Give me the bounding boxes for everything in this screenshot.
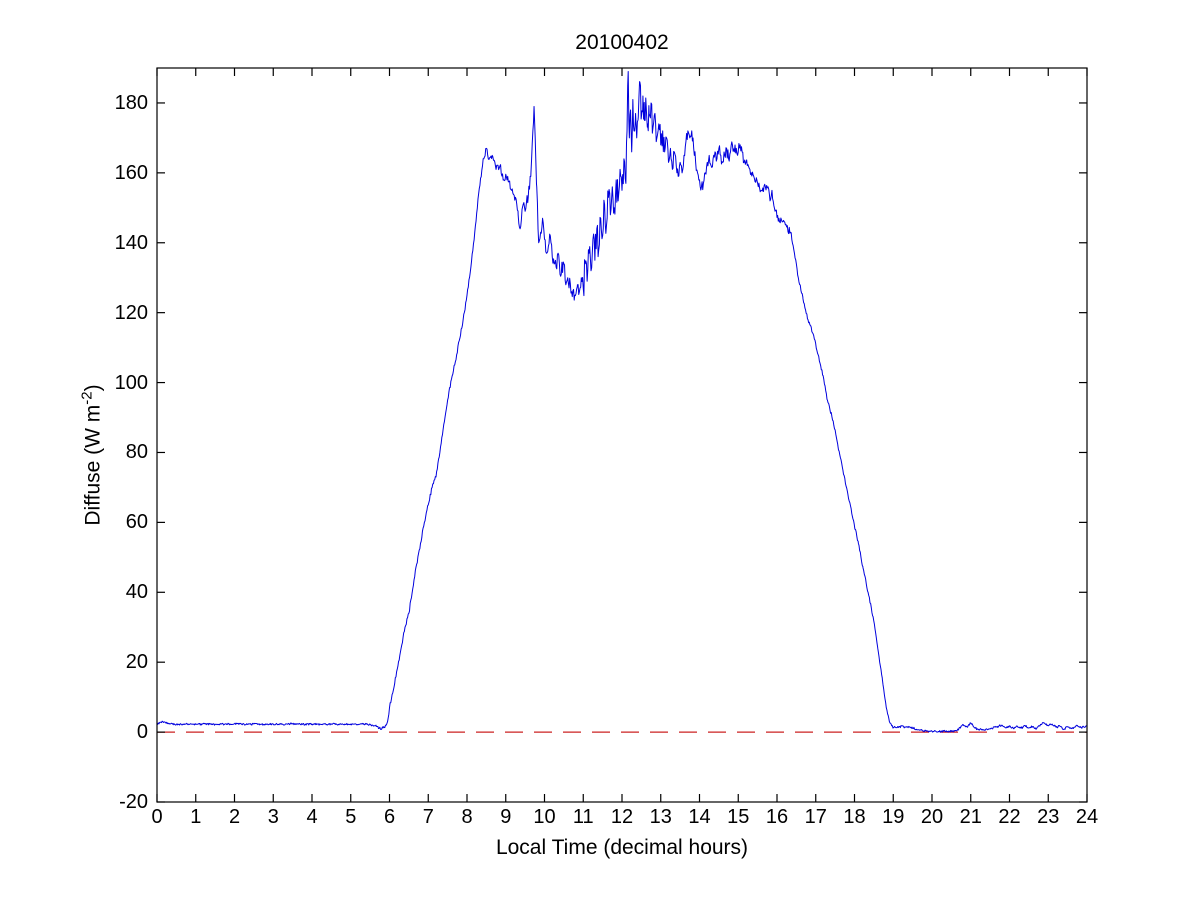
x-tick-label: 17 (804, 806, 827, 828)
y-tick-label: 0 (136, 721, 148, 744)
chart-title: 20100402 (575, 31, 669, 54)
y-tick-label: 180 (114, 91, 148, 114)
x-tick-label: 6 (383, 806, 396, 828)
x-axis-label: Local Time (decimal hours) (495, 836, 749, 859)
y-tick-label: -20 (119, 791, 148, 813)
y-tick-label: 100 (114, 371, 148, 394)
y-tick-label: 160 (114, 161, 148, 184)
diffuse-series-line (157, 71, 1087, 733)
x-tick-label: 8 (461, 806, 473, 828)
x-tick-label: 4 (306, 806, 318, 828)
x-tick-label: 16 (765, 806, 789, 828)
x-tick-label: 2 (228, 806, 241, 828)
x-tick-label: 0 (151, 806, 163, 828)
x-tick-label: 21 (959, 806, 982, 828)
y-tick-label: 60 (125, 511, 148, 534)
x-tick-label: 11 (572, 806, 594, 828)
x-tick-label: 22 (998, 806, 1021, 828)
x-tick-label: 3 (267, 806, 279, 828)
x-tick-label: 14 (688, 806, 711, 828)
x-tick-label: 19 (882, 806, 905, 828)
x-tick-label: 13 (649, 806, 672, 828)
x-tick-label: 9 (500, 806, 512, 828)
x-tick-label: 20 (920, 806, 944, 828)
x-tick-label: 23 (1037, 806, 1060, 828)
y-tick-label: 140 (114, 231, 148, 254)
x-tick-label: 15 (727, 806, 750, 828)
x-tick-label: 5 (345, 806, 357, 828)
x-tick-label: 18 (843, 806, 866, 828)
x-tick-label: 12 (610, 806, 634, 828)
y-axis-label-text: Diffuse (W m (81, 404, 105, 526)
y-tick-label: 40 (125, 581, 148, 604)
y-tick-label: 120 (114, 301, 148, 324)
y-tick-label: 20 (125, 651, 148, 674)
x-tick-label: 7 (422, 806, 434, 828)
plot-border (156, 67, 1088, 803)
y-tick-label: 80 (125, 441, 148, 464)
x-tick-label: 1 (190, 806, 202, 828)
x-tick-label: 24 (1075, 806, 1099, 828)
x-tick-label: 10 (533, 806, 556, 828)
